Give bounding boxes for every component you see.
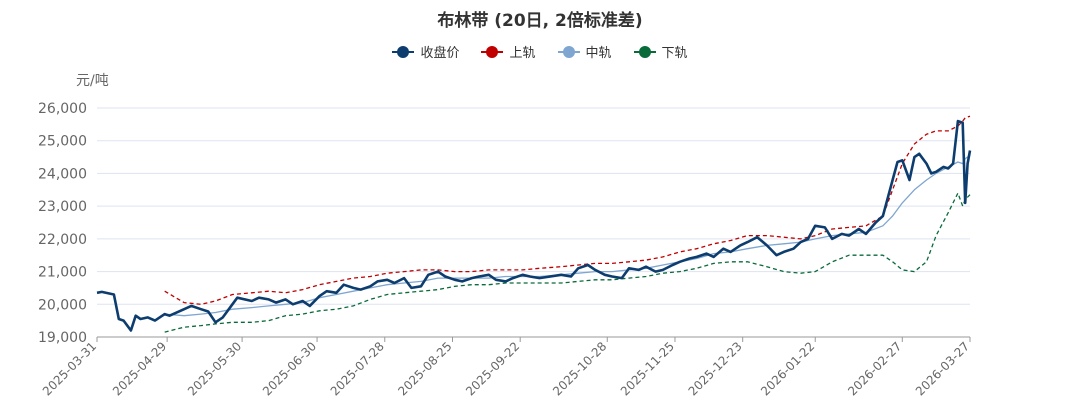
middle-band-line: [164, 154, 971, 317]
legend-label-middle: 中轨: [585, 46, 612, 61]
x-tick-label: 2025-05-30: [185, 339, 244, 398]
y-tick-label: 23,000: [38, 199, 87, 215]
legend-item-middle[interactable]: 中轨: [557, 42, 612, 61]
x-tick-label: 2026-01-22: [758, 339, 817, 398]
y-tick-label: 25,000: [38, 134, 87, 150]
legend-label-upper: 上轨: [509, 46, 536, 61]
legend-swatch-close: [392, 45, 415, 59]
y-tick-label: 24,000: [38, 166, 87, 182]
x-tick-label: 2025-04-29: [110, 339, 169, 398]
lower-band-line: [164, 192, 971, 333]
legend-item-close[interactable]: 收盘价: [392, 42, 459, 61]
legend-swatch-lower: [633, 45, 656, 59]
legend-swatch-upper: [481, 45, 504, 59]
chart-title: 布林带 (20日, 2倍标准差): [437, 11, 643, 31]
x-tick-label: 2026-02-27: [845, 339, 904, 398]
legend-label-lower: 下轨: [661, 46, 688, 61]
x-tick-label: 2025-07-28: [328, 339, 387, 398]
x-tick-label: 2025-12-23: [686, 339, 745, 398]
y-tick-label: 20,000: [38, 297, 87, 313]
x-tick-label: 2025-06-30: [260, 339, 319, 398]
legend-label-close: 收盘价: [420, 46, 460, 61]
upper-band-line: [164, 115, 971, 305]
y-axis-unit-label: 元/吨: [76, 73, 109, 89]
close-price-line: [96, 119, 972, 332]
y-tick-label: 19,000: [38, 330, 87, 346]
legend-item-lower[interactable]: 下轨: [633, 42, 688, 61]
x-tick-label: 2025-11-25: [618, 339, 677, 398]
legend-item-upper[interactable]: 上轨: [481, 42, 536, 61]
x-tick-label: 2025-10-28: [550, 339, 609, 398]
legend-swatch-middle: [557, 45, 580, 59]
y-tick-label: 21,000: [38, 265, 87, 281]
x-tick-label: 2025-08-25: [395, 339, 454, 398]
x-tick-label: 2025-03-31: [40, 339, 99, 398]
y-tick-label: 26,000: [38, 101, 87, 117]
x-tick-label: 2025-09-22: [463, 339, 522, 398]
y-tick-label: 22,000: [38, 232, 87, 248]
chart-legend: 收盘价 上轨 中轨 下轨: [0, 42, 1080, 61]
x-tick-label: 2026-03-27: [913, 339, 972, 398]
